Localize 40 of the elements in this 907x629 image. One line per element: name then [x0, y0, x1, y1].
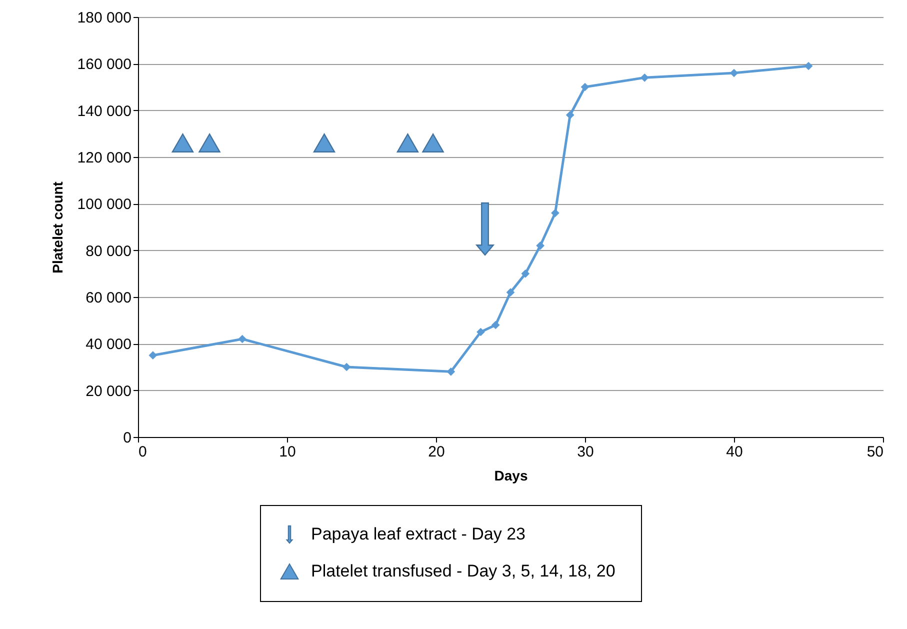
y-tick-label: 140 000 — [77, 102, 132, 120]
x-tick-label: 50 — [866, 444, 884, 460]
point — [640, 73, 649, 82]
point — [730, 68, 738, 78]
y-tick-label: 60 000 — [86, 290, 132, 306]
y-tick-label: 80 000 — [86, 242, 132, 260]
point — [536, 241, 544, 250]
x-tick-label: 0 — [138, 444, 147, 460]
point — [198, 134, 220, 152]
y-tick-label: 0 — [123, 430, 132, 446]
y-tick-label: 180 000 — [77, 10, 132, 26]
y-tick-label: 120 000 — [77, 150, 132, 166]
point — [506, 288, 515, 297]
point — [396, 134, 419, 152]
legend-label: Platelet transfused - Day 3, 5, 14, 18, 20 — [311, 562, 616, 580]
point — [521, 269, 530, 278]
point — [238, 334, 246, 344]
y-tick-label: 20 000 — [86, 382, 132, 400]
point — [566, 110, 574, 120]
x-tick-label: 20 — [428, 444, 445, 460]
text: Papaya leaf extract - Day 23 — [311, 524, 526, 544]
point — [148, 351, 158, 360]
x-axis-title: Days — [494, 468, 528, 484]
point — [446, 367, 456, 376]
x-tick-label: 40 — [726, 444, 743, 460]
y-tick-label: 40 000 — [86, 336, 132, 354]
x-tick-label: 30 — [577, 444, 594, 460]
y-tick-label: 160 000 — [77, 56, 132, 74]
point — [422, 134, 444, 152]
point — [580, 82, 590, 92]
point — [491, 320, 500, 330]
point — [342, 362, 351, 372]
point — [172, 134, 194, 152]
y-axis-title: Platelet count — [49, 181, 66, 274]
point — [804, 62, 813, 70]
y-tick-label: 100 000 — [77, 196, 132, 214]
point — [313, 134, 336, 152]
x-tick-label: 10 — [279, 444, 296, 460]
point — [551, 208, 560, 218]
point — [476, 328, 485, 336]
